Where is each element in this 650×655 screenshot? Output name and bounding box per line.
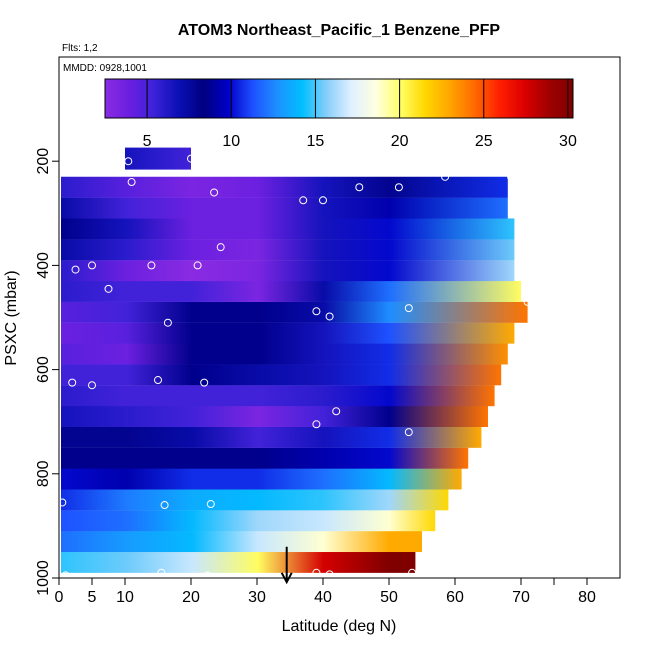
sample-point — [210, 188, 219, 197]
heat-row — [125, 147, 191, 170]
heat-row — [61, 426, 482, 448]
colorbar-tick-label: 30 — [559, 133, 577, 150]
sample-point — [88, 261, 96, 270]
x-tick-label: 40 — [314, 589, 332, 606]
y-tick-label: 800 — [35, 460, 52, 487]
heat-row — [61, 239, 515, 261]
sample-point — [355, 183, 364, 192]
x-tick-label: 80 — [578, 589, 596, 606]
arrow-head — [280, 572, 293, 585]
sample-point — [404, 304, 413, 313]
sample-point — [332, 407, 341, 416]
heat-row — [61, 176, 508, 198]
sample-point — [193, 261, 202, 270]
heat-row — [61, 280, 521, 302]
sample-point — [368, 576, 377, 585]
x-tick-label: 20 — [182, 589, 200, 606]
sample-point — [163, 318, 172, 327]
x-tick-label: 5 — [88, 589, 97, 606]
sample-point — [206, 500, 215, 509]
sample-point — [394, 183, 403, 192]
sample-point — [441, 172, 450, 181]
heat-row — [61, 447, 469, 469]
colorbar-ramp — [104, 78, 574, 119]
sample-point — [325, 312, 334, 321]
sample-point — [61, 165, 70, 174]
sample-point — [124, 157, 133, 166]
sample-point — [88, 381, 96, 390]
heat-layer — [61, 147, 528, 573]
chart-title: ATOM3 Northeast_Pacific_1 Benzene_PFP — [178, 22, 501, 39]
heat-row — [61, 551, 416, 573]
colorbar-tick-label: 25 — [475, 133, 493, 150]
heat-row — [61, 322, 515, 344]
sample-point — [312, 307, 321, 316]
sample-point — [157, 568, 166, 577]
flights-label: Flts: 1,2 — [62, 43, 98, 54]
sample-point — [203, 571, 212, 580]
sample-point — [507, 172, 516, 181]
x-tick-label: 0 — [55, 589, 64, 606]
sample-point — [404, 428, 413, 437]
x-tick-label: 50 — [380, 589, 398, 606]
sample-point — [160, 501, 169, 510]
x-tick-label: 70 — [512, 589, 530, 606]
y-tick-label: 200 — [35, 148, 52, 175]
sample-point — [200, 378, 209, 387]
colorbar-tick-label: 15 — [307, 133, 325, 150]
heat-row — [61, 489, 449, 511]
sample-point — [216, 243, 225, 252]
sample-point — [523, 297, 532, 306]
x-axis-label: Latitude (deg N) — [282, 618, 397, 635]
heat-row — [61, 405, 488, 427]
heat-row — [61, 364, 502, 386]
plot-frame — [58, 56, 621, 579]
sample-point — [154, 376, 162, 385]
sample-point — [312, 420, 321, 429]
latitude-arrow — [280, 546, 293, 585]
y-axis: 200 400 600 800 1000 — [35, 148, 59, 596]
colorbar-tick-label: 20 — [391, 133, 409, 150]
y-tick-label: 600 — [35, 356, 52, 383]
colorbar: 5 10 15 20 25 30 — [104, 78, 577, 150]
sample-point — [299, 196, 308, 205]
x-tick-label: 60 — [446, 589, 464, 606]
sample-point — [71, 265, 80, 274]
heat-row — [61, 531, 422, 553]
heat-row — [61, 343, 508, 365]
colorbar-tick-label: 5 — [143, 133, 152, 150]
heat-row — [61, 218, 515, 240]
sample-point — [104, 284, 113, 293]
sample-point — [127, 178, 136, 187]
heat-row — [61, 301, 528, 323]
sample-point — [187, 154, 195, 163]
heat-row — [61, 197, 508, 219]
x-axis: 0 5 10 20 30 40 50 60 70 80 — [55, 578, 596, 606]
dates-label: MMDD: 0928,1001 — [63, 63, 147, 74]
sample-point — [312, 568, 321, 577]
heat-row — [61, 510, 436, 532]
sample-point — [147, 261, 156, 270]
x-tick-label: 30 — [248, 589, 266, 606]
sample-point — [408, 568, 417, 577]
colorbar-tick-label: 10 — [222, 133, 240, 150]
sample-point — [68, 378, 77, 387]
heat-row — [61, 260, 515, 282]
y-tick-label: 400 — [35, 252, 52, 279]
y-axis-label: PSXC (mbar) — [3, 270, 20, 365]
y-tick-label: 1000 — [35, 560, 52, 596]
heat-row — [61, 468, 462, 490]
heat-row — [61, 385, 495, 407]
sample-point — [61, 571, 70, 580]
sample-point — [319, 196, 327, 205]
x-tick-label: 10 — [116, 589, 134, 606]
sample-points — [58, 154, 532, 585]
